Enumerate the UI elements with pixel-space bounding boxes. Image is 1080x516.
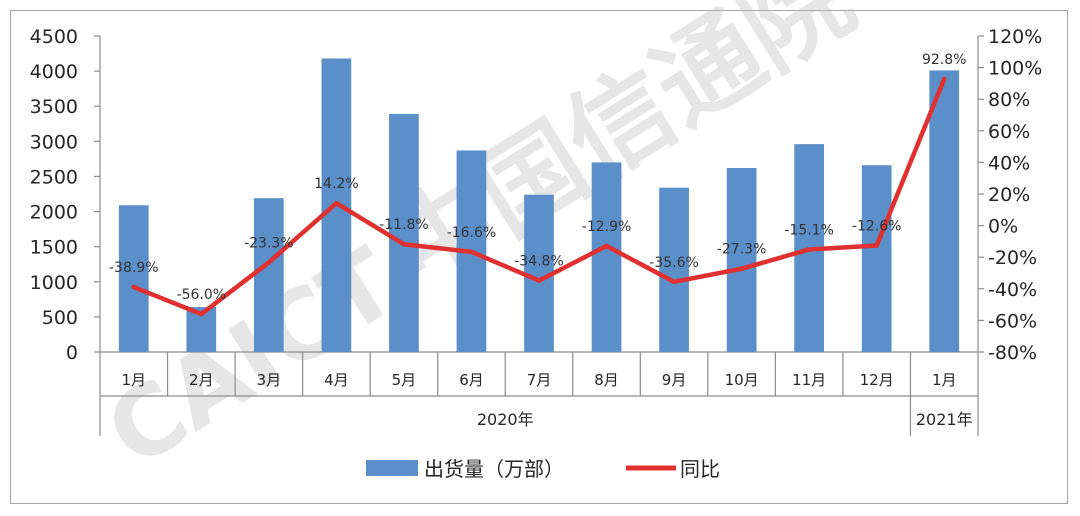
x-tick-label: 1月 bbox=[932, 371, 957, 389]
y-right-tick-label: 120% bbox=[988, 26, 1042, 48]
y-right-tick-label: 40% bbox=[988, 152, 1030, 174]
data-label: -12.6% bbox=[852, 219, 902, 235]
y-left-tick-label: 4500 bbox=[30, 26, 78, 48]
data-label: -11.8% bbox=[379, 217, 429, 233]
line-point bbox=[739, 266, 744, 271]
x-tick-label: 10月 bbox=[725, 371, 759, 389]
line-point bbox=[806, 247, 812, 252]
y-right-tick-label: 100% bbox=[988, 58, 1042, 80]
bar bbox=[118, 205, 149, 352]
y-left-tick-label: 1500 bbox=[30, 237, 78, 259]
y-right-tick-label: -20% bbox=[988, 247, 1037, 269]
line-point bbox=[874, 243, 879, 248]
line-point bbox=[942, 76, 947, 82]
line-point bbox=[266, 260, 272, 265]
legend-line-label: 同比 bbox=[680, 457, 720, 481]
x-tick-label: 12月 bbox=[860, 371, 894, 389]
y-left-tick-label: 500 bbox=[42, 307, 78, 329]
y-left-tick-label: 3000 bbox=[30, 131, 78, 153]
x-tick-label: 4月 bbox=[324, 371, 349, 389]
data-label: -34.8% bbox=[514, 254, 564, 270]
data-label: -35.6% bbox=[649, 255, 699, 271]
line-point bbox=[671, 279, 677, 285]
axes: 0 500 1000 1500 2000 2500 3000 3500 4000 4500 -80%… bbox=[30, 26, 1042, 436]
y-left-tick-label: 4000 bbox=[30, 61, 78, 83]
y-right-tick-label: 20% bbox=[988, 184, 1030, 206]
line-point bbox=[401, 242, 407, 247]
line-point bbox=[199, 311, 204, 317]
y-right-tick-label: -80% bbox=[988, 342, 1037, 364]
bar bbox=[726, 168, 757, 352]
data-label: -56.0% bbox=[177, 287, 227, 303]
data-label: -15.1% bbox=[784, 222, 834, 238]
data-label: -16.6% bbox=[447, 225, 497, 241]
y-left-tick-label: 1000 bbox=[30, 272, 78, 294]
line-point bbox=[334, 200, 339, 206]
y-left-tick-label: 2500 bbox=[30, 166, 78, 188]
x-group-label: 2020年 bbox=[477, 410, 534, 429]
chart-frame bbox=[10, 10, 1068, 504]
bar bbox=[659, 187, 689, 352]
line-point bbox=[604, 243, 609, 249]
y-right-tick-label: 60% bbox=[988, 121, 1030, 143]
data-label: 92.8% bbox=[922, 52, 966, 68]
y-right-tick-label: 0% bbox=[988, 216, 1018, 238]
x-tick-label: 7月 bbox=[527, 371, 552, 389]
bar bbox=[591, 162, 622, 352]
x-tick-label: 5月 bbox=[392, 371, 417, 389]
x-tick-label: 3月 bbox=[257, 371, 282, 389]
data-label: -12.9% bbox=[582, 219, 632, 235]
y-right-tick-label: -40% bbox=[988, 279, 1037, 301]
bar bbox=[389, 113, 419, 353]
legend: 出货量（万部） 同比 bbox=[366, 457, 720, 481]
x-group-label: 2021年 bbox=[916, 410, 973, 429]
line-series bbox=[131, 76, 947, 317]
line-point bbox=[469, 249, 474, 255]
x-tick-label: 9月 bbox=[662, 371, 687, 389]
legend-bar-swatch bbox=[366, 460, 418, 476]
y-left-tick-label: 3500 bbox=[30, 96, 78, 118]
y-left-tick-label: 2000 bbox=[30, 202, 78, 224]
data-label: -23.3% bbox=[244, 235, 294, 251]
x-tick-label: 8月 bbox=[594, 371, 619, 389]
x-tick-label: 6月 bbox=[459, 371, 484, 389]
bar bbox=[929, 70, 960, 353]
data-label: -27.3% bbox=[717, 242, 767, 258]
bar bbox=[861, 165, 892, 352]
y-left-tick-label: 0 bbox=[66, 342, 78, 364]
data-label: 14.2% bbox=[314, 176, 358, 192]
y-right-tick-label: 80% bbox=[988, 89, 1030, 111]
x-tick-label: 1月 bbox=[121, 371, 146, 389]
legend-bar-label: 出货量（万部） bbox=[424, 457, 564, 481]
bar bbox=[253, 198, 284, 352]
line-point bbox=[131, 284, 136, 290]
data-label: -38.9% bbox=[109, 260, 159, 276]
data-labels: -38.9% -56.0% -23.3% 14.2% -11.8% -16.6% -34.8… bbox=[109, 52, 966, 303]
line-point bbox=[536, 278, 542, 283]
x-tick-label: 2月 bbox=[189, 371, 214, 389]
y-right-tick-label: -60% bbox=[988, 310, 1037, 332]
x-tick-label: 11月 bbox=[792, 371, 826, 389]
